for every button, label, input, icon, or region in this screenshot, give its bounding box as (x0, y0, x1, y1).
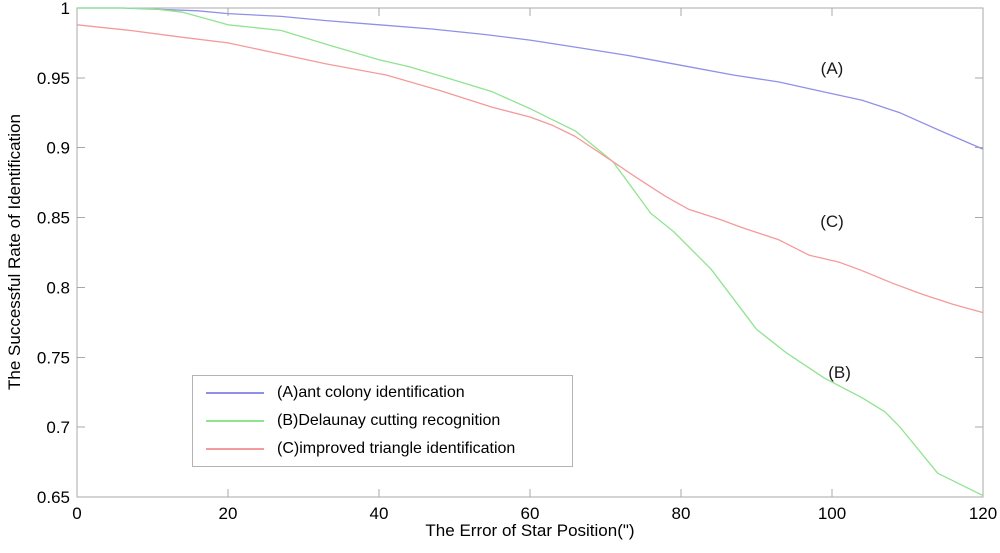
legend-item: (B)Delaunay cutting recognition (193, 412, 572, 430)
legend-line-swatch (206, 448, 264, 450)
series-annotation-C: (C) (820, 211, 844, 231)
x-tick-label: 120 (969, 504, 997, 523)
y-tick-label: 0.8 (46, 278, 70, 297)
y-tick-label: 1 (61, 0, 70, 18)
x-axis-title: The Error of Star Position(") (425, 521, 635, 540)
x-tick-label: 60 (521, 504, 540, 523)
x-tick-label: 40 (370, 504, 389, 523)
x-tick-label: 80 (672, 504, 691, 523)
x-tick-label: 100 (818, 504, 846, 523)
y-tick-label: 0.85 (37, 209, 70, 228)
legend-item: (A)ant colony identification (193, 384, 572, 402)
legend-line-swatch (206, 392, 264, 394)
legend-item-label: (A)ant colony identification (277, 384, 465, 401)
legend-item-label: (B)Delaunay cutting recognition (277, 412, 501, 429)
y-tick-label: 0.7 (46, 418, 70, 437)
y-axis-title: The Successful Rate of Identification (5, 114, 24, 390)
legend-line-swatch (206, 420, 264, 422)
series-line-B (77, 7, 984, 497)
x-tick-label: 20 (219, 504, 238, 523)
series-annotation-B: (B) (828, 362, 851, 382)
series-line-C (76, 24, 984, 314)
y-tick-label: 0.9 (46, 139, 70, 158)
y-tick-label: 0.75 (37, 348, 70, 367)
legend-item-label: (C)improved triangle identification (277, 440, 516, 457)
legend-item: (C)improved triangle identification (193, 440, 572, 458)
series-annotation-A: (A) (820, 59, 844, 79)
y-tick-label: 0.65 (37, 488, 70, 507)
x-tick-label: 0 (72, 504, 81, 523)
y-tick-label: 0.95 (37, 69, 70, 88)
legend: (A)ant colony identification (B)Delaunay … (192, 375, 573, 467)
series-line-A (77, 7, 984, 150)
